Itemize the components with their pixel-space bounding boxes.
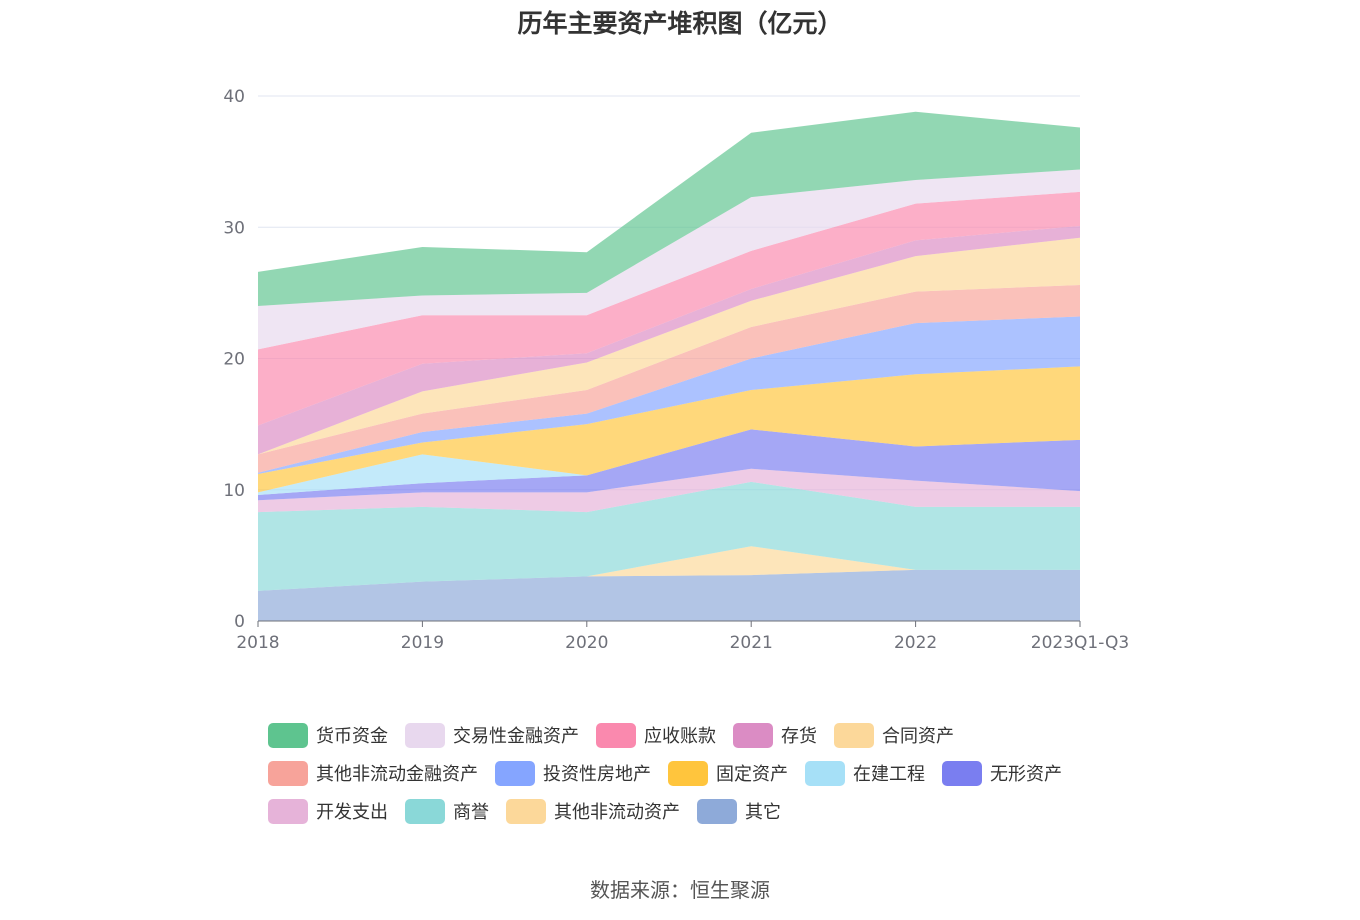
legend-item[interactable]: 在建工程 — [805, 760, 925, 786]
legend-item[interactable]: 固定资产 — [668, 760, 788, 786]
legend-item[interactable]: 商誉 — [405, 798, 489, 824]
axis-layer: 0 10 20 30 40 2018 2019 2020 2021 2022 2023Q1-Q3 — [223, 87, 1129, 653]
legend-swatch — [495, 760, 535, 786]
legend-item[interactable]: 交易性金融资产 — [405, 722, 579, 748]
legend-item[interactable]: 投资性房地产 — [495, 760, 651, 786]
x-tick-label: 2021 — [730, 633, 773, 653]
legend-row: 其他非流动金融资产 投资性房地产 固定资产 在建工程 无形资产 — [268, 754, 1168, 792]
y-tick-label: 30 — [223, 218, 245, 238]
legend-swatch — [405, 798, 445, 824]
x-tick-label: 2020 — [565, 633, 608, 653]
area-series-2[interactable] — [258, 481, 1080, 591]
legend-item[interactable]: 无形资产 — [942, 760, 1062, 786]
legend-item[interactable]: 其它 — [697, 798, 781, 824]
x-tick-label: 2018 — [236, 633, 279, 653]
legend-row: 货币资金 交易性金融资产 应收账款 存货 合同资产 — [268, 716, 1168, 754]
legend-label: 无形资产 — [990, 764, 1062, 785]
legend-label: 固定资产 — [716, 764, 788, 785]
area-series-4[interactable] — [258, 429, 1080, 501]
legend-item[interactable]: 应收账款 — [596, 722, 716, 748]
legend-label: 货币资金 — [316, 726, 388, 747]
legend-label: 其它 — [745, 802, 781, 823]
y-tick-label: 40 — [223, 87, 245, 107]
area-series-3[interactable] — [258, 468, 1080, 513]
legend-label: 存货 — [781, 726, 817, 747]
legend-swatch — [405, 722, 445, 748]
legend-label: 交易性金融资产 — [453, 726, 579, 747]
area-series-7[interactable] — [258, 316, 1080, 475]
area-series-8[interactable] — [258, 285, 1080, 473]
legend-swatch — [668, 760, 708, 786]
legend-swatch — [697, 798, 737, 824]
legend-label: 应收账款 — [644, 726, 716, 747]
y-tick-label: 20 — [223, 350, 245, 370]
area-series-11[interactable] — [258, 191, 1080, 426]
legend-swatch — [268, 722, 308, 748]
x-tick-label: 2022 — [894, 633, 937, 653]
y-tick-label: 0 — [234, 612, 245, 632]
legend-label: 商誉 — [453, 802, 489, 823]
area-series-13[interactable] — [258, 111, 1080, 306]
legend-swatch — [268, 760, 308, 786]
x-tick-label: 2023Q1-Q3 — [1031, 633, 1129, 653]
legend-item[interactable]: 其他非流动金融资产 — [268, 760, 478, 786]
legend-row: 开发支出 商誉 其他非流动资产 其它 — [268, 792, 1168, 830]
area-series-0[interactable] — [258, 569, 1080, 621]
legend-label: 其他非流动金融资产 — [316, 764, 478, 785]
legend-swatch — [596, 722, 636, 748]
area-series-6[interactable] — [258, 366, 1080, 493]
legend-label: 在建工程 — [853, 764, 925, 785]
area-series-12[interactable] — [258, 169, 1080, 350]
legend-swatch — [805, 760, 845, 786]
legend-swatch — [733, 722, 773, 748]
legend-swatch — [268, 798, 308, 824]
legend-label: 其他非流动资产 — [554, 802, 680, 823]
y-tick-label: 10 — [223, 481, 245, 501]
legend-item[interactable]: 合同资产 — [834, 722, 954, 748]
legend-label: 开发支出 — [316, 802, 388, 823]
x-tick-label: 2019 — [401, 633, 444, 653]
legend-label: 投资性房地产 — [543, 764, 651, 785]
legend-item[interactable]: 开发支出 — [268, 798, 388, 824]
source-note: 数据来源：恒生聚源 — [590, 878, 770, 902]
area-layer — [258, 111, 1080, 621]
area-series-5[interactable] — [258, 429, 1080, 495]
legend-swatch — [942, 760, 982, 786]
area-series-1[interactable] — [258, 546, 1080, 591]
legend-item[interactable]: 货币资金 — [268, 722, 388, 748]
chart-title: 历年主要资产堆积图（亿元） — [517, 9, 843, 38]
area-series-9[interactable] — [258, 237, 1080, 455]
legend: 货币资金 交易性金融资产 应收账款 存货 合同资产其他非流动金融资产 投资性房地产 固定资产… — [268, 716, 1168, 830]
legend-label: 合同资产 — [882, 726, 954, 747]
legend-swatch — [506, 798, 546, 824]
legend-item[interactable]: 其他非流动资产 — [506, 798, 680, 824]
legend-item[interactable]: 存货 — [733, 722, 817, 748]
legend-swatch — [834, 722, 874, 748]
